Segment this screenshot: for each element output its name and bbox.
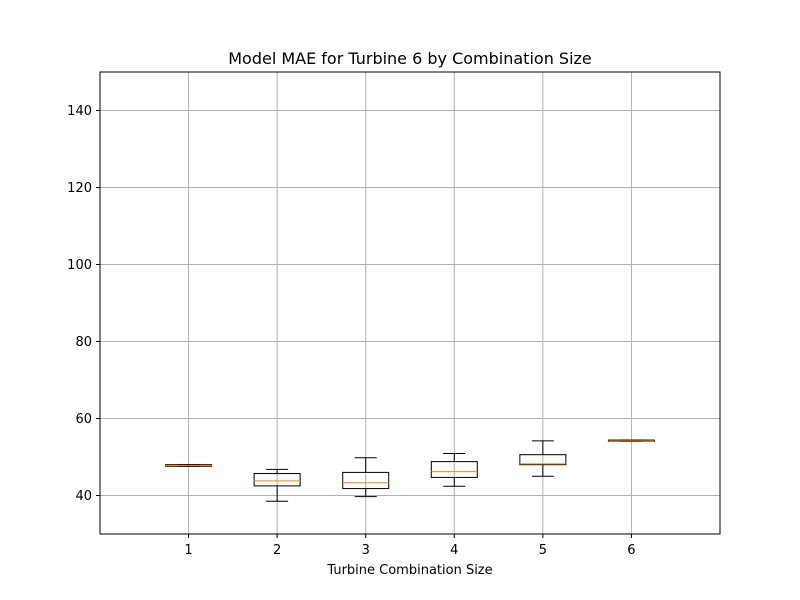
y-tick-label: 140 — [67, 104, 92, 119]
x-tick-label: 3 — [362, 543, 370, 558]
box-plots — [165, 439, 655, 502]
box-plot-2 — [253, 468, 301, 502]
plot-area-frame — [99, 71, 721, 535]
box-iqr — [342, 471, 390, 490]
axis-ticks: 1 2 3 4 5 6 40 60 80 100 120 140 — [67, 104, 635, 558]
y-tick-label: 60 — [75, 412, 92, 427]
x-axis-label: Turbine Combination Size — [326, 563, 492, 578]
box-plot-3 — [342, 457, 390, 498]
box-iqr — [519, 454, 567, 466]
x-tick-label: 4 — [450, 543, 458, 558]
x-tick-label: 2 — [273, 543, 281, 558]
box-plot-4 — [430, 453, 478, 487]
x-tick-label: 5 — [539, 543, 547, 558]
box-plot-1 — [165, 464, 213, 467]
y-tick-label: 80 — [75, 335, 92, 350]
box-plot-6 — [607, 439, 655, 442]
y-tick-label: 100 — [67, 258, 92, 273]
x-tick-label: 6 — [627, 543, 635, 558]
y-tick-label: 120 — [67, 181, 92, 196]
box-plot-5 — [519, 440, 567, 477]
box-iqr — [253, 473, 301, 487]
box-iqr — [430, 461, 478, 478]
grid — [100, 72, 720, 534]
y-tick-label: 40 — [75, 489, 92, 504]
x-tick-label: 1 — [184, 543, 192, 558]
chart-title: Model MAE for Turbine 6 by Combination S… — [228, 49, 592, 68]
